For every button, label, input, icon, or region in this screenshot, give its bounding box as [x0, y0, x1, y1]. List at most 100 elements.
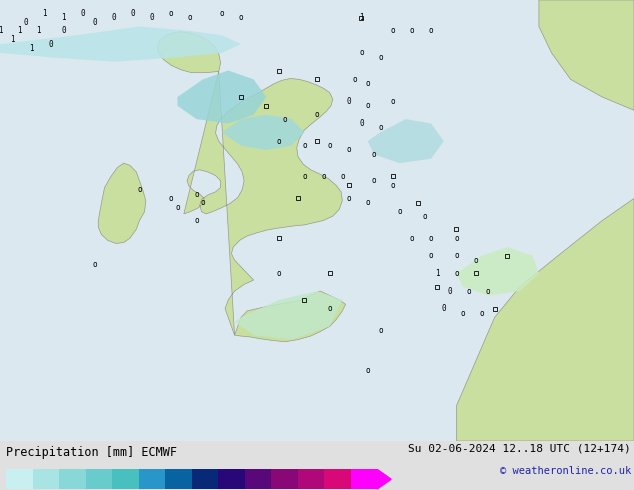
Bar — [33, 469, 60, 489]
Bar — [218, 469, 245, 489]
Text: o: o — [137, 185, 142, 194]
Text: 1: 1 — [29, 44, 34, 53]
Polygon shape — [368, 119, 444, 163]
Polygon shape — [178, 71, 266, 123]
Text: o: o — [467, 287, 472, 295]
Bar — [86, 469, 112, 489]
Text: o: o — [378, 123, 383, 132]
Bar — [60, 469, 86, 489]
Polygon shape — [0, 26, 241, 62]
Text: o: o — [460, 309, 465, 318]
Text: 1: 1 — [61, 13, 66, 22]
Text: o: o — [359, 49, 364, 57]
Text: o: o — [175, 203, 180, 212]
Bar — [191, 469, 218, 489]
Text: o: o — [93, 260, 98, 269]
Bar — [324, 469, 351, 489]
Text: o: o — [410, 234, 415, 243]
Text: o: o — [372, 176, 377, 185]
Text: 0: 0 — [150, 13, 155, 22]
Text: o: o — [283, 115, 288, 123]
Text: o: o — [473, 256, 478, 265]
Text: 1: 1 — [435, 269, 440, 278]
Text: 1: 1 — [359, 13, 364, 22]
Bar — [271, 469, 298, 489]
Text: o: o — [276, 269, 281, 278]
Text: o: o — [169, 9, 174, 18]
Polygon shape — [157, 32, 346, 342]
Text: o: o — [188, 13, 193, 22]
Text: o: o — [365, 198, 370, 207]
Bar — [112, 469, 139, 489]
Text: 1: 1 — [42, 9, 47, 18]
Text: 0: 0 — [448, 287, 453, 295]
Text: o: o — [454, 234, 459, 243]
Text: o: o — [346, 194, 351, 203]
Text: o: o — [365, 79, 370, 88]
Polygon shape — [456, 198, 634, 441]
Text: o: o — [327, 304, 332, 313]
Polygon shape — [222, 115, 304, 150]
Text: o: o — [486, 287, 491, 295]
Text: 0: 0 — [112, 13, 117, 22]
Text: o: o — [302, 141, 307, 150]
Text: o: o — [238, 13, 243, 22]
Bar — [351, 469, 377, 489]
Text: o: o — [365, 366, 370, 375]
Text: o: o — [194, 216, 199, 225]
Text: 0: 0 — [346, 97, 351, 106]
Text: o: o — [479, 309, 484, 318]
Text: o: o — [422, 212, 427, 220]
Bar — [298, 469, 324, 489]
Text: 0: 0 — [131, 9, 136, 18]
Text: o: o — [410, 26, 415, 35]
Text: 1: 1 — [16, 26, 22, 35]
Text: 1: 1 — [10, 35, 15, 44]
Text: o: o — [169, 194, 174, 203]
Text: 0: 0 — [23, 18, 28, 26]
Text: o: o — [378, 326, 383, 335]
Text: o: o — [353, 75, 358, 84]
Text: o: o — [365, 101, 370, 110]
Text: 0: 0 — [359, 119, 364, 128]
Text: o: o — [302, 172, 307, 181]
Text: 1: 1 — [0, 26, 3, 35]
Text: o: o — [327, 141, 332, 150]
Text: o: o — [397, 207, 402, 216]
Text: o: o — [340, 172, 345, 181]
Polygon shape — [235, 291, 342, 340]
Text: o: o — [378, 53, 383, 62]
Text: o: o — [391, 26, 396, 35]
Text: o: o — [346, 146, 351, 154]
Bar — [245, 469, 271, 489]
Text: o: o — [391, 97, 396, 106]
Bar — [165, 469, 191, 489]
Polygon shape — [377, 469, 391, 489]
Text: 0: 0 — [93, 18, 98, 26]
Bar — [139, 469, 165, 489]
Text: o: o — [314, 110, 320, 119]
Text: o: o — [429, 251, 434, 260]
Polygon shape — [539, 0, 634, 110]
Text: 1: 1 — [36, 26, 41, 35]
Text: Su 02-06-2024 12..18 UTC (12+174): Su 02-06-2024 12..18 UTC (12+174) — [408, 443, 631, 453]
Text: o: o — [321, 172, 326, 181]
Text: o: o — [219, 9, 224, 18]
Text: 0: 0 — [61, 26, 66, 35]
Text: o: o — [276, 137, 281, 146]
Text: o: o — [429, 234, 434, 243]
Text: 0: 0 — [441, 304, 446, 313]
Text: Precipitation [mm] ECMWF: Precipitation [mm] ECMWF — [6, 446, 178, 459]
Text: o: o — [194, 190, 199, 198]
Text: o: o — [454, 269, 459, 278]
Text: © weatheronline.co.uk: © weatheronline.co.uk — [500, 466, 631, 475]
Polygon shape — [456, 247, 539, 295]
Text: 0: 0 — [48, 40, 53, 49]
Text: o: o — [200, 198, 205, 207]
Bar — [6, 469, 33, 489]
Polygon shape — [98, 163, 146, 244]
Text: 0: 0 — [80, 9, 85, 18]
Text: o: o — [429, 26, 434, 35]
Text: o: o — [372, 150, 377, 159]
Text: o: o — [454, 251, 459, 260]
